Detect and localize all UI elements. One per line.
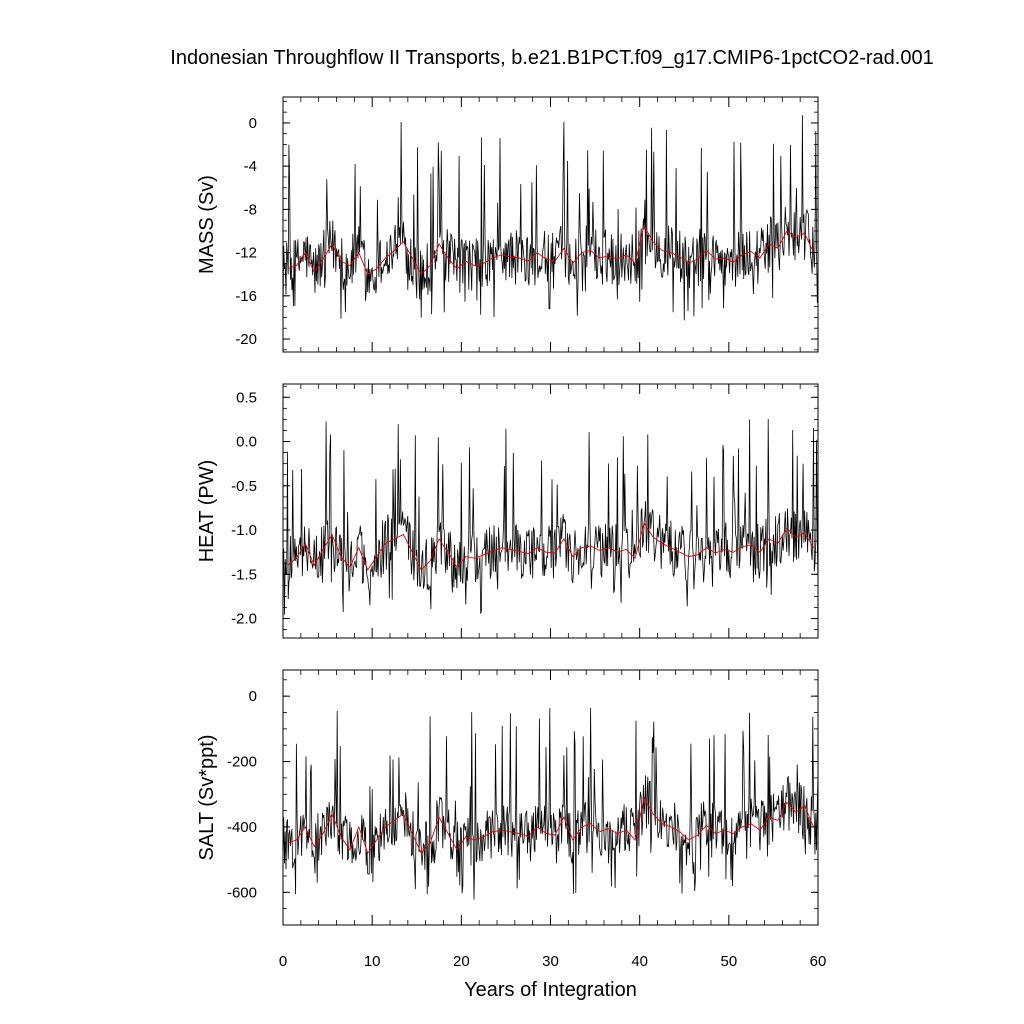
- y-tick-label: -400: [227, 819, 257, 836]
- y-tick-label: 0.0: [236, 434, 257, 451]
- panel-heat: 0.5 0.0 -0.5 -1.0 -1.5 -2.0 HEAT (PW): [196, 383, 819, 639]
- annual-mean-trace: [287, 224, 814, 275]
- annual-mean-trace: [287, 796, 814, 855]
- ticks-salt: 0 -200 -400 -600: [227, 670, 819, 926]
- y-tick-label: -2.0: [231, 611, 257, 628]
- y-tick-label: -1.0: [231, 522, 257, 539]
- panel-salt: 0 -200 -400 -600 SALT (Sv*ppt): [196, 669, 819, 926]
- annual-mean-trace: [287, 521, 814, 571]
- monthly-trace: [282, 707, 819, 900]
- y-tick-label: -0.5: [231, 478, 257, 495]
- x-axis-label: Years of Integration: [464, 979, 637, 1001]
- panel-mass: 0 -4 -8 -12 -16 -20 MASS (Sv): [196, 96, 819, 353]
- y-tick-label: -4: [244, 158, 257, 175]
- x-tick-label: 40: [631, 953, 648, 970]
- y-tick-label: -1.5: [231, 566, 257, 583]
- y-tick-label: 0: [249, 688, 257, 705]
- y-tick-label: 0: [249, 115, 257, 132]
- y-tick-label: -8: [244, 201, 257, 218]
- y-tick-label: -16: [235, 288, 257, 305]
- x-tick-label: 30: [542, 953, 559, 970]
- monthly-trace: [282, 115, 819, 321]
- annual-mean-line-heat: [287, 521, 814, 571]
- x-tick-label: 20: [453, 953, 470, 970]
- ylabel-salt: SALT (Sv*ppt): [196, 735, 218, 861]
- monthly-trace: [282, 418, 819, 615]
- ticks-heat: 0.5 0.0 -0.5 -1.0 -1.5 -2.0: [231, 384, 819, 638]
- y-tick-label: 0.5: [236, 389, 257, 406]
- chart-title: Indonesian Throughflow II Transports, b.…: [170, 47, 934, 69]
- y-tick-label: -12: [235, 245, 257, 262]
- plot-frame-mass: [282, 96, 819, 353]
- x-tick-labels: 0 10 20 30 40 50 60: [279, 953, 827, 970]
- monthly-line-salt: [282, 707, 819, 900]
- y-tick-label: -200: [227, 754, 257, 771]
- y-tick-label: -20: [235, 331, 257, 348]
- x-tick-label: 60: [810, 953, 827, 970]
- annual-mean-line-mass: [287, 224, 814, 275]
- annual-mean-line-salt: [287, 796, 814, 855]
- y-tick-label: -600: [227, 884, 257, 901]
- ylabel-mass: MASS (Sv): [196, 175, 218, 274]
- x-tick-label: 10: [364, 953, 381, 970]
- x-tick-label: 50: [720, 953, 737, 970]
- ylabel-heat: HEAT (PW): [196, 460, 218, 563]
- monthly-line-heat: [282, 418, 819, 615]
- ticks-mass: 0 -4 -8 -12 -16 -20: [235, 97, 819, 352]
- monthly-line-mass: [282, 115, 819, 321]
- x-tick-label: 0: [279, 953, 287, 970]
